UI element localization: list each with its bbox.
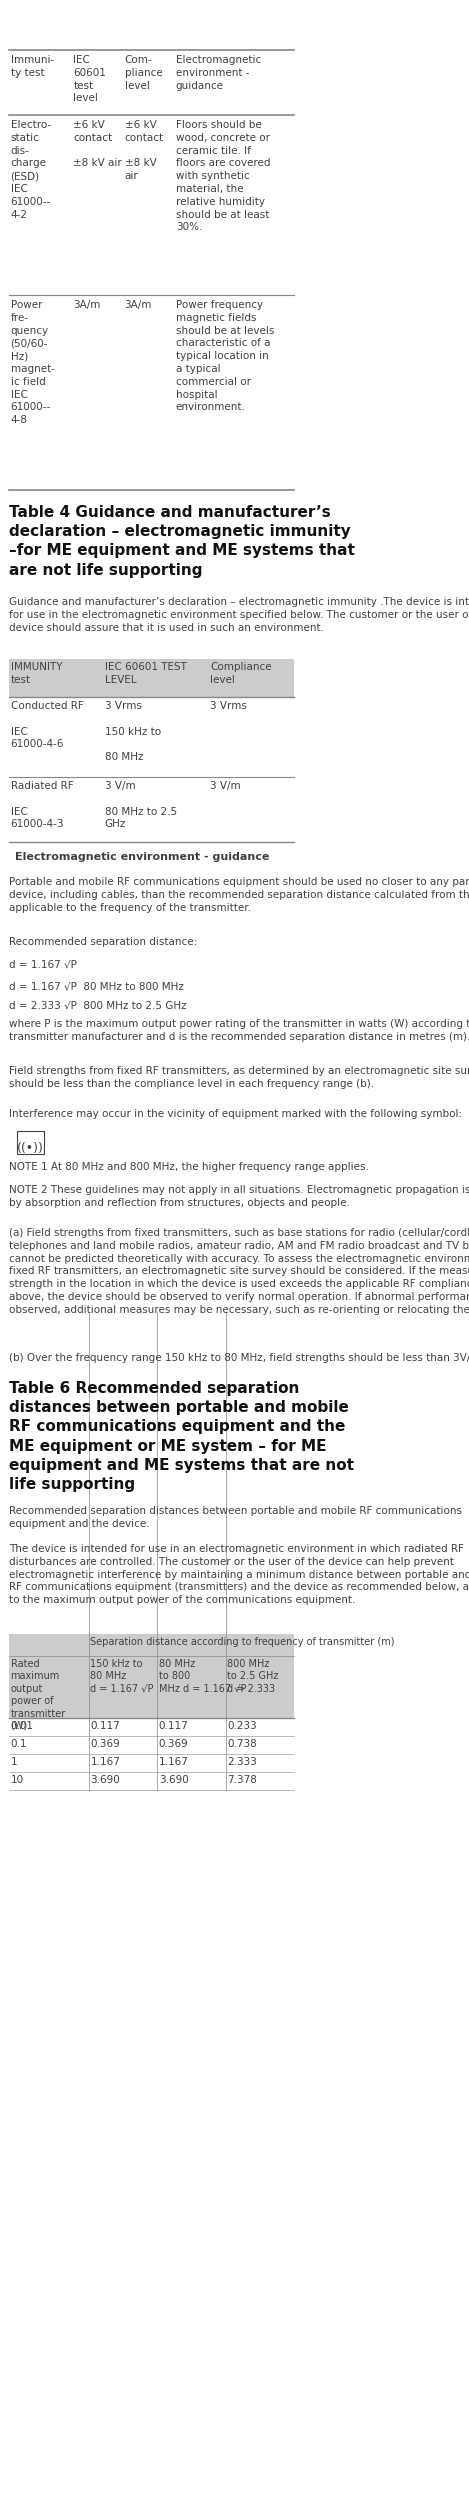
Text: ±6 kV
contact

±8 kV
air: ±6 kV contact ±8 kV air: [124, 121, 164, 181]
Text: Recommended separation distance:: Recommended separation distance:: [9, 937, 197, 947]
Text: d = 1.167 √P: d = 1.167 √P: [9, 960, 77, 970]
FancyBboxPatch shape: [9, 1633, 294, 1656]
Text: 0.117: 0.117: [159, 1721, 189, 1731]
Text: 1.167: 1.167: [159, 1757, 189, 1767]
Text: ±6 kV
contact

±8 kV air: ±6 kV contact ±8 kV air: [73, 121, 122, 168]
Text: NOTE 1 At 80 MHz and 800 MHz, the higher frequency range applies.: NOTE 1 At 80 MHz and 800 MHz, the higher…: [9, 1161, 369, 1171]
Text: Table 6 Recommended separation
distances between portable and mobile
RF communic: Table 6 Recommended separation distances…: [9, 1382, 354, 1493]
Text: Electromagnetic
environment -
guidance: Electromagnetic environment - guidance: [176, 55, 261, 90]
Text: 150 kHz to
80 MHz
d = 1.167 √P: 150 kHz to 80 MHz d = 1.167 √P: [91, 1659, 154, 1694]
Text: 2.333: 2.333: [227, 1757, 257, 1767]
Text: Conducted RF

IEC
61000-4-6: Conducted RF IEC 61000-4-6: [11, 701, 83, 749]
Text: Com-
pliance
level: Com- pliance level: [124, 55, 162, 90]
Text: Separation distance according to frequency of transmitter (m): Separation distance according to frequen…: [91, 1636, 395, 1646]
Text: Interference may occur in the vicinity of equipment marked with the following sy: Interference may occur in the vicinity o…: [9, 1108, 462, 1118]
Text: 3 Vrms: 3 Vrms: [210, 701, 247, 711]
Text: 1: 1: [11, 1757, 17, 1767]
Text: IEC
60601
test
level: IEC 60601 test level: [73, 55, 106, 103]
Text: Compliance
level: Compliance level: [210, 661, 272, 686]
Text: 1.167: 1.167: [91, 1757, 120, 1767]
FancyBboxPatch shape: [9, 658, 294, 696]
Text: (b) Over the frequency range 150 kHz to 80 MHz, field strengths should be less t: (b) Over the frequency range 150 kHz to …: [9, 1352, 469, 1362]
Text: 3A/m: 3A/m: [73, 299, 101, 309]
Text: where P is the maximum output power rating of the transmitter in watts (W) accor: where P is the maximum output power rati…: [9, 1018, 469, 1043]
Text: 0.117: 0.117: [91, 1721, 120, 1731]
Text: d = 1.167 √P  80 MHz to 800 MHz: d = 1.167 √P 80 MHz to 800 MHz: [9, 980, 184, 990]
Text: Immuni-
ty test: Immuni- ty test: [11, 55, 54, 78]
Text: Floors should be
wood, concrete or
ceramic tile. If
floors are covered
with synt: Floors should be wood, concrete or ceram…: [176, 121, 270, 231]
FancyBboxPatch shape: [9, 1656, 294, 1719]
Text: 0.01: 0.01: [11, 1721, 34, 1731]
Text: Power frequency
magnetic fields
should be at levels
characteristic of a
typical : Power frequency magnetic fields should b…: [176, 299, 274, 412]
Text: Field strengths from fixed RF transmitters, as determined by an electromagnetic : Field strengths from fixed RF transmitte…: [9, 1066, 469, 1088]
Text: 10: 10: [11, 1774, 24, 1784]
Text: Electro-
static
dis-
charge
(ESD)
IEC
61000--
4-2: Electro- static dis- charge (ESD) IEC 61…: [11, 121, 51, 219]
Text: 3A/m: 3A/m: [124, 299, 152, 309]
Text: 800 MHz
to 2.5 GHz
d = 2.333: 800 MHz to 2.5 GHz d = 2.333: [227, 1659, 279, 1694]
Text: Electromagnetic environment - guidance: Electromagnetic environment - guidance: [15, 852, 270, 862]
Text: 0.369: 0.369: [159, 1739, 189, 1749]
Text: 3 V/m

80 MHz to 2.5
GHz: 3 V/m 80 MHz to 2.5 GHz: [105, 782, 177, 829]
Text: 3 V/m: 3 V/m: [210, 782, 241, 792]
Text: NOTE 2 These guidelines may not apply in all situations. Electromagnetic propaga: NOTE 2 These guidelines may not apply in…: [9, 1186, 469, 1209]
Text: 0.738: 0.738: [227, 1739, 257, 1749]
Text: Table 4 Guidance and manufacturer’s
declaration – electromagnetic immunity
–for : Table 4 Guidance and manufacturer’s decl…: [9, 505, 355, 578]
Text: (a) Field strengths from fixed transmitters, such as base stations for radio (ce: (a) Field strengths from fixed transmitt…: [9, 1229, 469, 1314]
Text: 3.690: 3.690: [159, 1774, 189, 1784]
Text: 0.1: 0.1: [11, 1739, 27, 1749]
Text: d = 2.333 √P  800 MHz to 2.5 GHz: d = 2.333 √P 800 MHz to 2.5 GHz: [9, 1000, 187, 1010]
Text: Radiated RF

IEC
61000-4-3: Radiated RF IEC 61000-4-3: [11, 782, 73, 829]
Text: Rated
maximum
output
power of
transmitter
(W): Rated maximum output power of transmitte…: [11, 1659, 66, 1731]
Text: Recommended separation distances between portable and mobile RF communications
e: Recommended separation distances between…: [9, 1505, 462, 1528]
Text: 80 MHz
to 800
MHz d = 1.167 √P: 80 MHz to 800 MHz d = 1.167 √P: [159, 1659, 246, 1694]
Text: 0.233: 0.233: [227, 1721, 257, 1731]
Text: 7.378: 7.378: [227, 1774, 257, 1784]
Text: Portable and mobile RF communications equipment should be used no closer to any : Portable and mobile RF communications eq…: [9, 877, 469, 912]
Text: 0.369: 0.369: [91, 1739, 120, 1749]
Text: Power
fre-
quency
(50/60-
Hz)
magnet-
ic field
IEC
61000--
4-8: Power fre- quency (50/60- Hz) magnet- ic…: [11, 299, 54, 425]
Text: IEC 60601 TEST
LEVEL: IEC 60601 TEST LEVEL: [105, 661, 187, 686]
Text: IMMUNITY
test: IMMUNITY test: [11, 661, 62, 686]
Text: Guidance and manufacturer’s declaration – electromagnetic immunity .The device i: Guidance and manufacturer’s declaration …: [9, 598, 469, 633]
Text: ((•)): ((•)): [17, 1141, 44, 1156]
Text: 3.690: 3.690: [91, 1774, 120, 1784]
Text: 3 Vrms

150 kHz to

80 MHz: 3 Vrms 150 kHz to 80 MHz: [105, 701, 161, 761]
Text: The device is intended for use in an electromagnetic environment in which radiat: The device is intended for use in an ele…: [9, 1543, 469, 1606]
